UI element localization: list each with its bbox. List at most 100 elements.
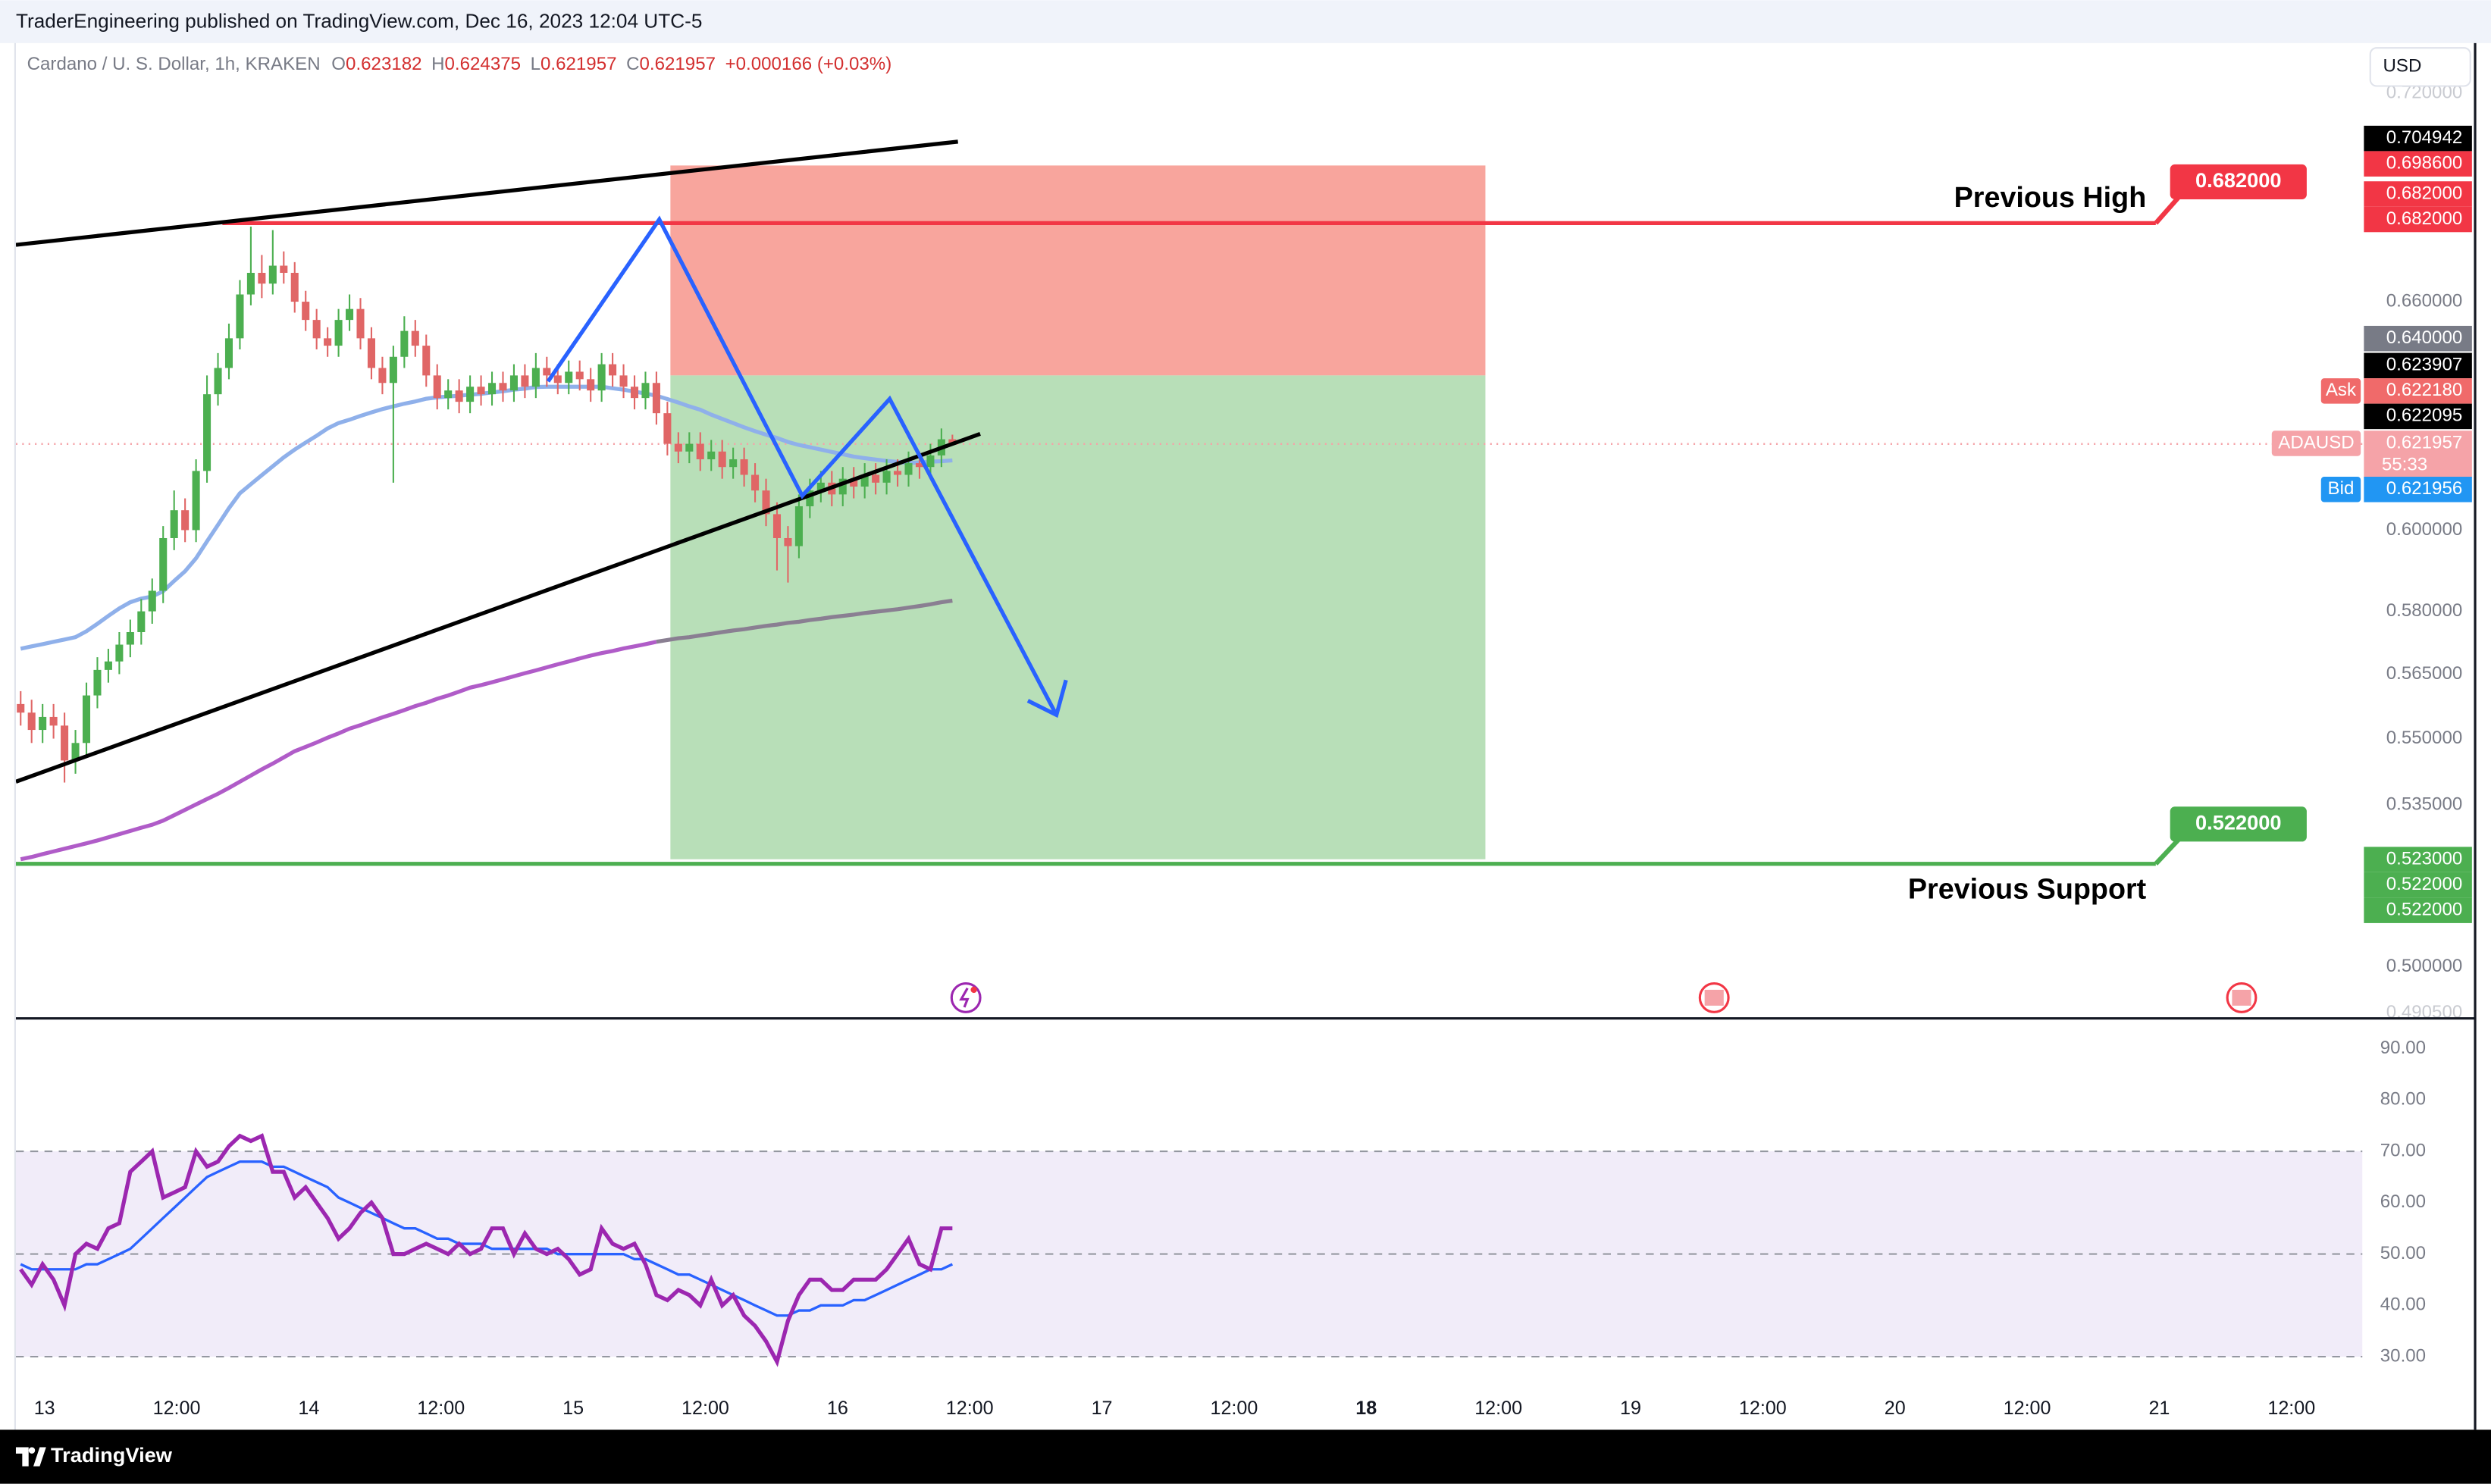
candle-body — [258, 272, 266, 284]
candle-body — [772, 514, 782, 538]
candle-body — [17, 703, 25, 713]
target-zone — [670, 375, 1486, 859]
stop-zone — [670, 165, 1486, 376]
projection-path — [546, 215, 1058, 716]
candle-body — [302, 302, 310, 321]
candle-body — [609, 364, 617, 376]
x-tick-label: 15 — [562, 1398, 584, 1419]
callout-pointer — [2154, 837, 2182, 866]
y-tick-label: 50.00 — [2380, 1243, 2426, 1263]
candle-body — [565, 371, 573, 384]
price-tag-side-label: Bid — [2328, 478, 2355, 499]
callout-label: 0.682000 — [2195, 168, 2282, 192]
symbol-legend: Cardano / U. S. Dollar, 1h, KRAKEN O0.623… — [27, 55, 892, 75]
price-tag-side — [2271, 430, 2361, 456]
candle-body — [400, 330, 409, 357]
ohlc-value: 0.621957 — [640, 55, 716, 75]
currency-button[interactable] — [2369, 47, 2471, 87]
candle-body — [444, 390, 453, 399]
event-icon-flag — [2232, 989, 2251, 1006]
candle-body — [148, 590, 156, 612]
callout-box — [2170, 164, 2307, 199]
candle-body — [224, 338, 233, 368]
ohlc-value: 0.624375 — [445, 55, 522, 75]
top-bar — [0, 0, 2491, 43]
price-tag — [2364, 151, 2472, 177]
rsi-line — [19, 1133, 953, 1367]
candle-body — [367, 338, 375, 368]
y-tick-label: 30.00 — [2380, 1345, 2426, 1366]
candle-body — [784, 537, 792, 546]
price-tag-label: 0.682000 — [2386, 183, 2463, 203]
trend-line — [15, 139, 958, 247]
candle-body — [794, 506, 803, 546]
candle-body — [246, 272, 255, 295]
y-tick-label: 0.660000 — [2386, 290, 2463, 311]
x-tick-label: 17 — [1092, 1398, 1113, 1419]
price-tag-label: 0.622180 — [2386, 380, 2463, 400]
currency-button-label[interactable]: USD — [2383, 56, 2421, 77]
x-tick-label: 12:00 — [2004, 1398, 2051, 1419]
ohlc-value: 0.621957 — [540, 55, 617, 75]
price-tag — [2364, 206, 2472, 233]
candle-body — [356, 308, 365, 339]
x-tick-label: 16 — [827, 1398, 848, 1419]
candle-body — [159, 537, 168, 591]
x-tick-label: 19 — [1620, 1398, 1641, 1419]
candle-body — [674, 443, 682, 452]
candle-body — [61, 725, 69, 761]
price-tag-label: 0.522000 — [2386, 874, 2463, 894]
candle-body — [860, 474, 869, 487]
candle-body — [838, 478, 847, 495]
candle-body — [104, 661, 112, 670]
price-tag — [2364, 872, 2472, 898]
y-tick-label: 0.535000 — [2386, 794, 2463, 814]
x-tick-label: 12:00 — [682, 1398, 729, 1419]
candle-body — [280, 265, 288, 273]
callout-box — [2170, 806, 2307, 842]
candle-body — [487, 383, 497, 395]
candle-body — [685, 443, 694, 452]
x-tick-label: 13 — [34, 1398, 55, 1419]
brand-name: TradingView — [51, 1443, 173, 1467]
candle-body — [521, 375, 529, 387]
candle-body — [904, 463, 913, 475]
x-tick-label: 14 — [298, 1398, 319, 1419]
price-tag-side — [2320, 477, 2361, 502]
y-tick-label: 0.565000 — [2386, 663, 2463, 684]
candle-body — [290, 272, 299, 302]
y-tick-label: 90.00 — [2380, 1038, 2426, 1058]
price-tag — [2364, 477, 2472, 502]
candle-body — [751, 474, 760, 491]
candle-body — [27, 712, 36, 731]
y-tick-label: 0.550000 — [2386, 728, 2463, 748]
y-tick-label: 60.00 — [2380, 1191, 2426, 1212]
x-tick-label: 21 — [2148, 1398, 2170, 1419]
candle-body — [619, 375, 628, 387]
moving-average — [20, 640, 657, 862]
price-tag-label: 0.698600 — [2386, 153, 2463, 174]
candle-body — [203, 394, 212, 471]
change: +0.000166 (+0.03%) — [725, 55, 892, 75]
candle-body — [948, 439, 957, 444]
candle-body — [49, 716, 58, 726]
y-tick-label: 0.580000 — [2386, 600, 2463, 621]
price-tag-label: 0.704942 — [2386, 127, 2463, 148]
candle-body — [389, 356, 397, 384]
level-name: Previous High — [1954, 181, 2147, 213]
price-tag-side — [2320, 378, 2361, 404]
candle-body — [707, 451, 716, 459]
candle-body — [82, 695, 91, 744]
candle-body — [696, 443, 704, 459]
ohlc-key: C — [626, 55, 639, 75]
price-tag — [2364, 430, 2472, 479]
candle-body — [411, 330, 419, 346]
candle-body — [641, 383, 650, 399]
candle-body — [729, 459, 738, 468]
y-tick-label: 80.00 — [2380, 1089, 2426, 1110]
callout-pointer — [2154, 194, 2182, 225]
candle-body — [137, 611, 146, 632]
candle-body — [531, 368, 540, 387]
